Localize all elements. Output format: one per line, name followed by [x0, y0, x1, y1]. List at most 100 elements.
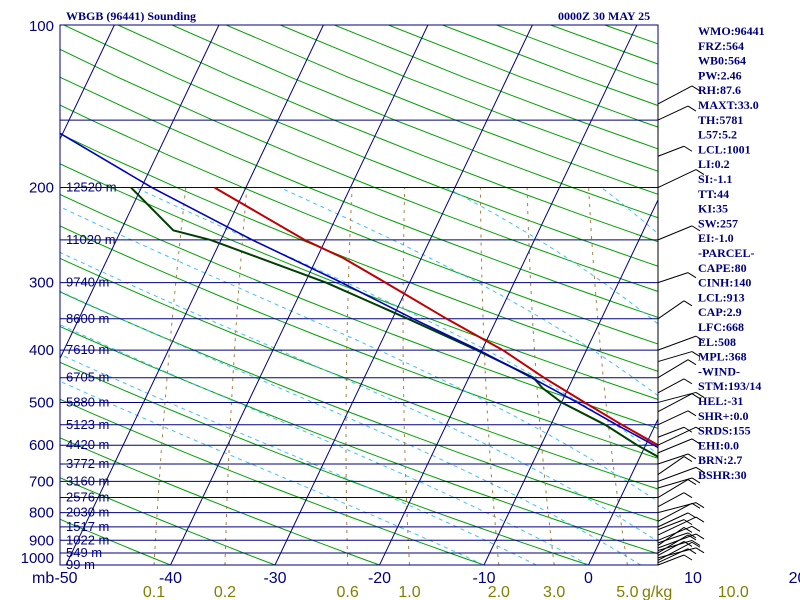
- isotherm-line: [0, 25, 10, 565]
- stability-index-entry: LCL:913: [698, 290, 745, 304]
- stability-index-entry: BSHR:30: [698, 468, 747, 482]
- isotherm-line: [65, 25, 324, 565]
- wind-barb-flag: [683, 456, 693, 462]
- stability-index-entry: CAPE:80: [698, 261, 747, 275]
- wind-barb: [657, 519, 685, 531]
- stability-index-entry: SHR+:0.0: [698, 409, 749, 423]
- wind-barb-flag: [683, 145, 693, 152]
- wind-barb-flag: [687, 512, 697, 519]
- temperature-tick-label: -10: [472, 570, 495, 587]
- temperature-axis-labels: -50-40-30-20-10010203040C: [54, 570, 800, 587]
- mixing-ratio-unit-label: g/kg: [642, 584, 672, 600]
- wind-barb-flag: [695, 547, 705, 554]
- mixing-ratio-tick-label: 3.0: [543, 584, 565, 600]
- isobars: [60, 25, 658, 565]
- height-labels: 12520 m 11020 m 9740 m 8600 m 7610 m 6705 m 58…: [66, 180, 117, 572]
- stability-index-entry: SRDS:155: [698, 424, 751, 438]
- sounding-profiles: [60, 132, 658, 458]
- wind-barb: [657, 533, 697, 549]
- pressure-tick-label: 700: [29, 473, 54, 490]
- wind-barb: [657, 272, 689, 284]
- dry-adiabat-line: [60, 291, 658, 522]
- wind-barb: [657, 547, 697, 559]
- wind-barb: [657, 426, 697, 446]
- stability-index-entry: SI:-1.1: [698, 172, 732, 186]
- wind-barb-flag: [687, 479, 697, 485]
- height-label: 8600 m: [66, 311, 109, 326]
- isotherm-line: [60, 25, 220, 360]
- temperature-tick-label: -20: [368, 570, 391, 587]
- wind-barb-flag: [687, 359, 697, 366]
- background-lines: [0, 25, 800, 565]
- stability-index-entry: HEL:-31: [698, 394, 743, 408]
- stability-index-entry: EI:-1.0: [698, 231, 734, 245]
- isotherms: [0, 25, 658, 565]
- temperature-tick-label: -50: [54, 570, 77, 587]
- pressure-tick-label: 1000: [21, 550, 54, 567]
- height-label: 2030 m: [66, 505, 109, 520]
- height-label: 9740 m: [66, 275, 109, 290]
- wind-barb-flag: [695, 426, 705, 433]
- wind-barb-flag: [695, 466, 705, 473]
- stability-index-entry: WB0:564: [698, 54, 746, 68]
- wind-barb-flag: [687, 410, 697, 417]
- wind-barb-flag: [695, 533, 705, 540]
- wind-barb-flag: [687, 105, 697, 112]
- station-title: WBGB (96441) Sounding: [66, 9, 196, 23]
- stability-index-entry: KI:35: [698, 202, 728, 216]
- wind-barb: [657, 85, 693, 105]
- height-label: 1022 m: [66, 532, 109, 547]
- wind-barb: [657, 438, 693, 454]
- stability-index-entry: CAP:2.9: [698, 305, 742, 319]
- stability-index-entry: -WIND-: [698, 364, 740, 378]
- wind-barb-flag: [683, 300, 693, 307]
- wind-barb: [657, 534, 689, 554]
- mixing-ratio-line: [345, 187, 353, 565]
- stability-index-entry: STM:193/14: [698, 379, 761, 393]
- dry-adiabat-line: [550, 25, 658, 65]
- moist-adiabat-line: [279, 187, 658, 397]
- wind-barb: [657, 169, 697, 189]
- pressure-tick-label: 400: [29, 342, 54, 359]
- stability-index-entry: CINH:140: [698, 276, 751, 290]
- wind-barb-flag: [695, 502, 705, 509]
- wind-barb: [657, 453, 689, 465]
- isotherm-line: [60, 25, 115, 141]
- dry-adiabat-line: [767, 25, 800, 565]
- height-label: 3160 m: [66, 473, 109, 488]
- wind-barb: [657, 456, 685, 475]
- wind-barb: [657, 492, 685, 508]
- moist-adiabat-line: [60, 290, 642, 565]
- wind-barb-flag: [691, 393, 701, 400]
- wind-barb: [657, 466, 697, 482]
- wind-barbs: [657, 85, 705, 566]
- wind-barb: [657, 225, 693, 241]
- moist-adiabat-line: [446, 187, 658, 325]
- wind-barb: [657, 532, 689, 544]
- temperature-tick-label: 10: [684, 570, 702, 587]
- wind-barb: [657, 554, 685, 566]
- wind-barb: [657, 426, 685, 438]
- height-label: 3772 m: [66, 456, 109, 471]
- mixing-ratio-line: [479, 187, 500, 565]
- stability-index-entry: MPL:368: [698, 350, 747, 364]
- stability-indices: WMO:96441FRZ:564WB0:564PW:2.46RH:87.6MAX…: [698, 24, 765, 482]
- wind-barb-flag: [695, 335, 705, 342]
- wind-barb-flag: [691, 541, 701, 548]
- mixing-ratio-tick-label: 0.2: [214, 584, 236, 600]
- stability-index-entry: LI:0.2: [698, 157, 730, 171]
- wind-barb-flag: [683, 378, 693, 385]
- wind-barb-flag: [691, 85, 701, 92]
- isotherm-line: [588, 418, 658, 565]
- dry-adiabat-line: [63, 25, 658, 267]
- pressure-unit-label: mb: [32, 570, 54, 587]
- mixing-ratio-axis-labels: 0.10.20.61.02.03.05.010.020.030.040.0: [143, 584, 749, 600]
- stability-index-entry: LCL:1001: [698, 142, 751, 156]
- stability-index-entry: MAXT:33.0: [698, 98, 759, 112]
- pressure-tick-label: 200: [29, 180, 54, 197]
- wind-barb: [657, 351, 693, 363]
- wind-barb-flag: [683, 527, 693, 533]
- moist-adiabat-line: [60, 206, 658, 503]
- isotherm-line: [483, 198, 658, 565]
- wind-barb: [657, 477, 693, 489]
